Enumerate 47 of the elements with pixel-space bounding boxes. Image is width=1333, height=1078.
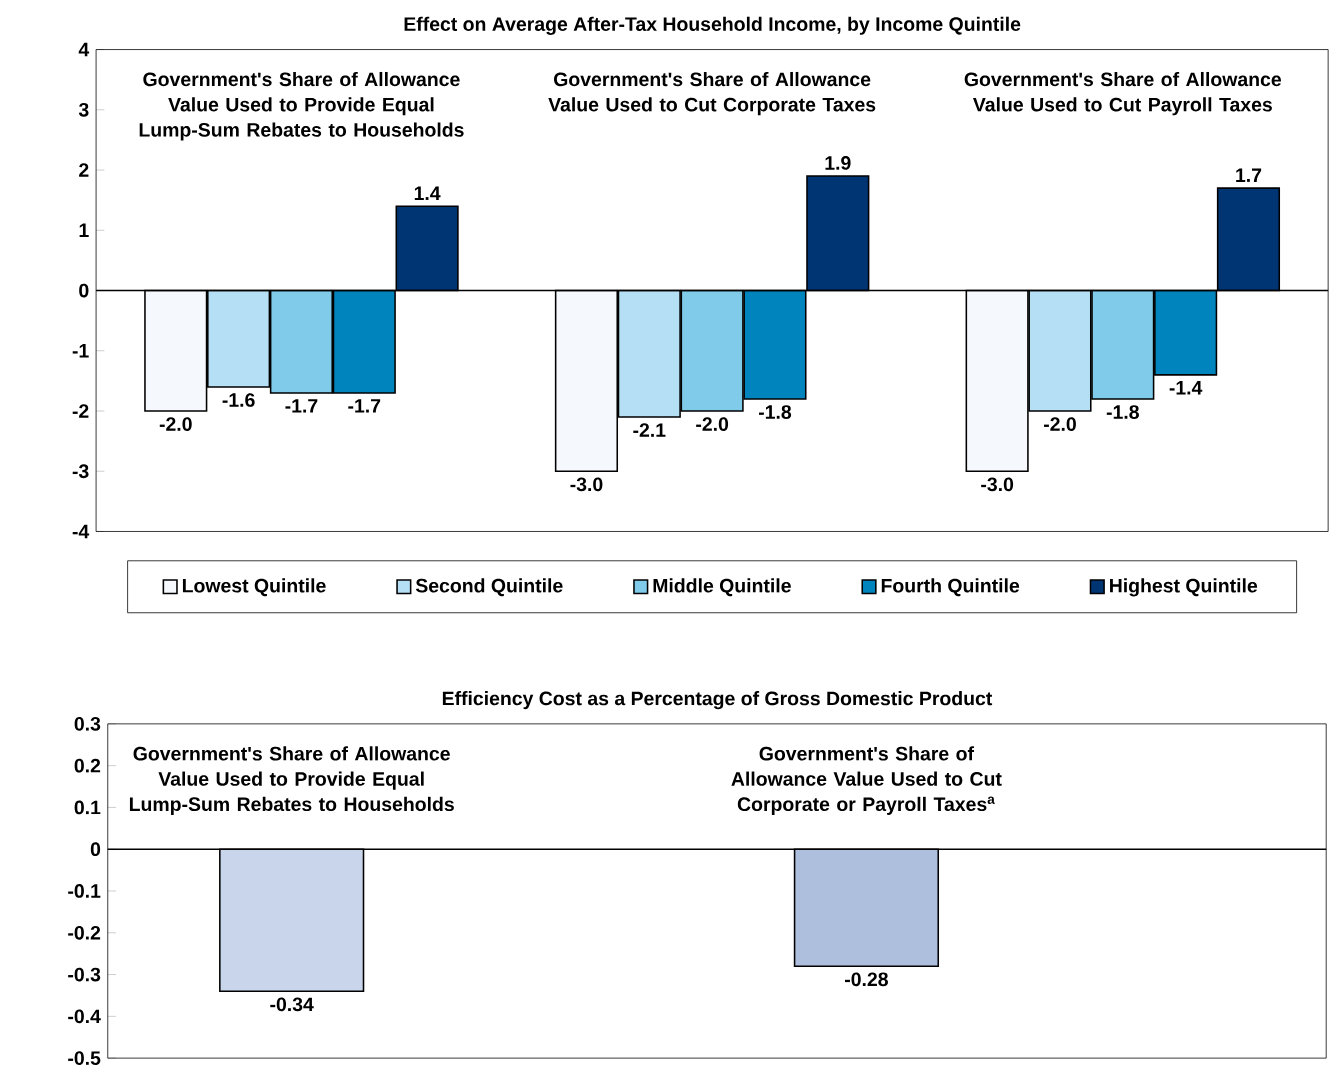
x-tick-label: Government's Share of Allowance Value Used to Provide Equal Lump-Sum Rebates to Households	[129, 746, 454, 816]
y-tick-label: -3	[72, 464, 89, 479]
legend-label: Middle Quintile	[653, 578, 791, 597]
y-tick-label: -0.2	[68, 926, 101, 940]
y-tick-label: 0.2	[74, 759, 101, 773]
data-label: 1.4	[414, 186, 441, 201]
y-tick-label: -0.4	[68, 1009, 101, 1024]
y-tick-label: 3	[78, 103, 89, 117]
x-tick-label: Government's Share of Allowance Value Used to Provide Equal Lump-Sum Rebates to Households	[139, 72, 464, 141]
data-label: -2.0	[1043, 417, 1076, 432]
y-tick-label: -0.1	[68, 884, 101, 899]
y-tick-label: -4	[72, 525, 90, 539]
data-label: -2.0	[696, 417, 729, 432]
data-label: -3.0	[570, 477, 603, 492]
y-tick-label: -0.3	[68, 967, 101, 982]
data-label: -1.7	[348, 399, 381, 413]
y-tick-label: 0	[90, 842, 101, 857]
y-tick-label: 4	[78, 43, 90, 57]
data-label: 1.9	[825, 156, 851, 171]
legend-label: Second Quintile	[415, 578, 563, 597]
data-label: 1.7	[1236, 168, 1262, 183]
legend-label: Lowest Quintile	[182, 578, 326, 597]
y-tick-label: 0.3	[74, 717, 101, 731]
y-tick-label: -2	[72, 404, 89, 418]
y-tick-label: 2	[79, 163, 89, 178]
data-label: -1.8	[1106, 405, 1139, 420]
legend-label: Highest Quintile	[1110, 578, 1258, 597]
chart-title: Effect on Average After-Tax Household Income, by Income Quintile	[404, 16, 1021, 36]
y-tick-label: -0.5	[68, 1051, 101, 1066]
data-label: -3.0	[981, 477, 1014, 492]
x-tick-label: Government's Share of Allowance Value Used to Cut Payroll Taxes	[964, 72, 1282, 116]
data-label: -2.1	[633, 423, 666, 438]
legend-label: Fourth Quintile	[881, 578, 1020, 597]
data-label: -1.6	[222, 393, 255, 408]
data-label: -1.7	[285, 399, 318, 413]
data-label: -0.28	[845, 972, 888, 987]
data-label: -1.4	[1169, 381, 1203, 395]
data-label: -0.34	[270, 997, 314, 1012]
data-label: -1.8	[758, 405, 792, 420]
x-tick-label: Government's Share of Allowance Value Used to Cut Corporate or Payroll Taxes$^{a}$	[731, 746, 1002, 816]
chart-title: Efficiency Cost as a Percentage of Gross Domestic Product	[442, 691, 993, 710]
y-tick-label: 0.1	[74, 800, 101, 815]
x-tick-label: Government's Share of Allowance Value Used to Cut Corporate Taxes	[548, 72, 876, 116]
data-label: -2.0	[159, 417, 192, 432]
y-tick-label: 1	[79, 223, 89, 238]
y-tick-label: -1	[72, 344, 89, 358]
y-tick-label: 0	[79, 283, 89, 298]
